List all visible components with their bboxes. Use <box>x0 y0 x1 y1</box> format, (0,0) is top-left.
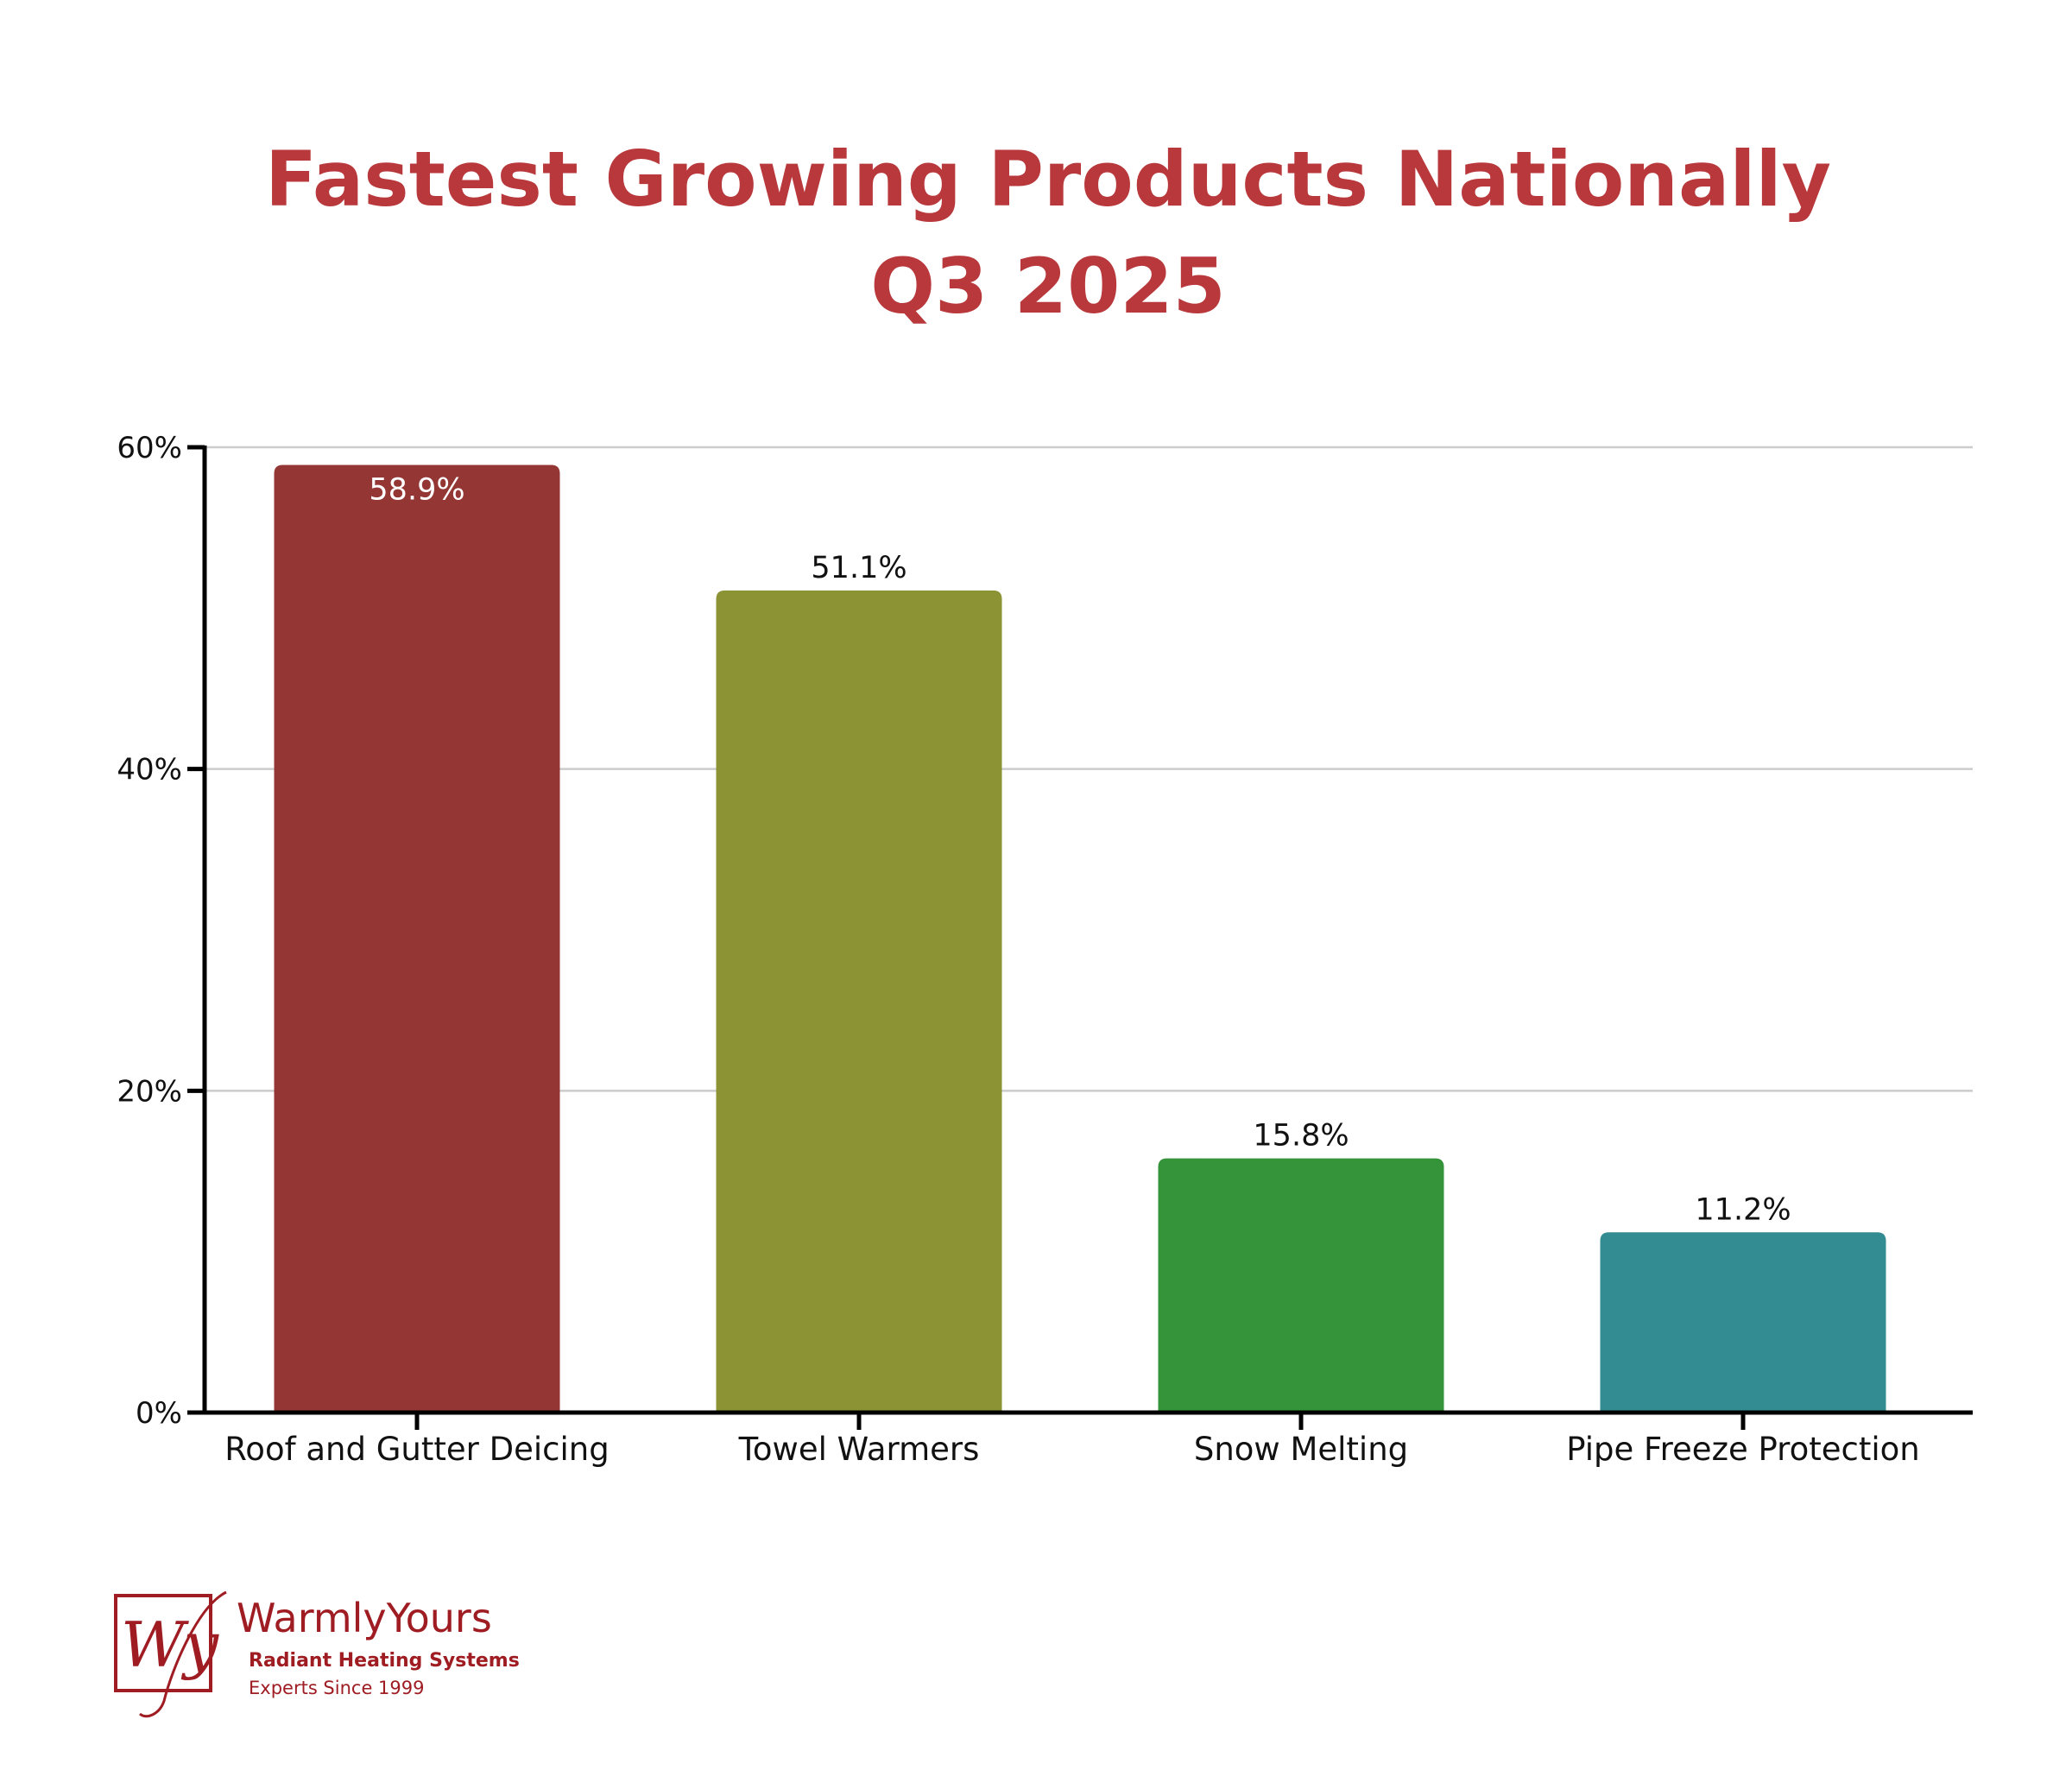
logo-frame <box>114 1594 212 1692</box>
bar-snow-melting <box>1158 1158 1444 1413</box>
bars: 58.9% 51.1% 15.8% 11.2% <box>274 465 1886 1413</box>
logo-monogram: Wy <box>121 1609 219 1681</box>
data-label: 58.9% <box>369 472 464 507</box>
bar-pipe-freeze-protection <box>1600 1232 1886 1413</box>
warmlyyours-logo: Wy WarmlyYours Radiant Heating Systems E… <box>114 1590 520 1718</box>
y-tick-label: 20% <box>117 1074 182 1109</box>
y-tick-label: 0% <box>136 1396 182 1431</box>
chart-title: Fastest Growing Products Nationally <box>265 135 1831 224</box>
logo-since: Experts Since 1999 <box>249 1678 425 1698</box>
x-tick-label: Pipe Freeze Protection <box>1566 1431 1919 1468</box>
x-tick-label: Snow Melting <box>1194 1431 1408 1468</box>
x-tick-label: Roof and Gutter Deicing <box>224 1431 609 1468</box>
axes: 0% 20% 40% 60% Roof and Gutter Deicing Towel … <box>117 431 1973 1468</box>
y-tick-label: 60% <box>117 431 182 465</box>
data-label: 51.1% <box>811 551 906 585</box>
bar-towel-warmers <box>716 590 1002 1413</box>
chart-subtitle: Q3 2025 <box>870 242 1226 331</box>
y-tick-label: 40% <box>117 753 182 787</box>
logo-tagline: Radiant Heating Systems <box>249 1650 520 1672</box>
bar-roof-and-gutter-deicing <box>274 465 560 1413</box>
data-label: 15.8% <box>1253 1119 1349 1154</box>
logo-swash <box>139 1590 227 1718</box>
data-label: 11.2% <box>1695 1192 1791 1227</box>
x-tick-label: Towel Warmers <box>738 1431 980 1468</box>
logo-brand-name: WarmlyYours <box>237 1595 492 1641</box>
